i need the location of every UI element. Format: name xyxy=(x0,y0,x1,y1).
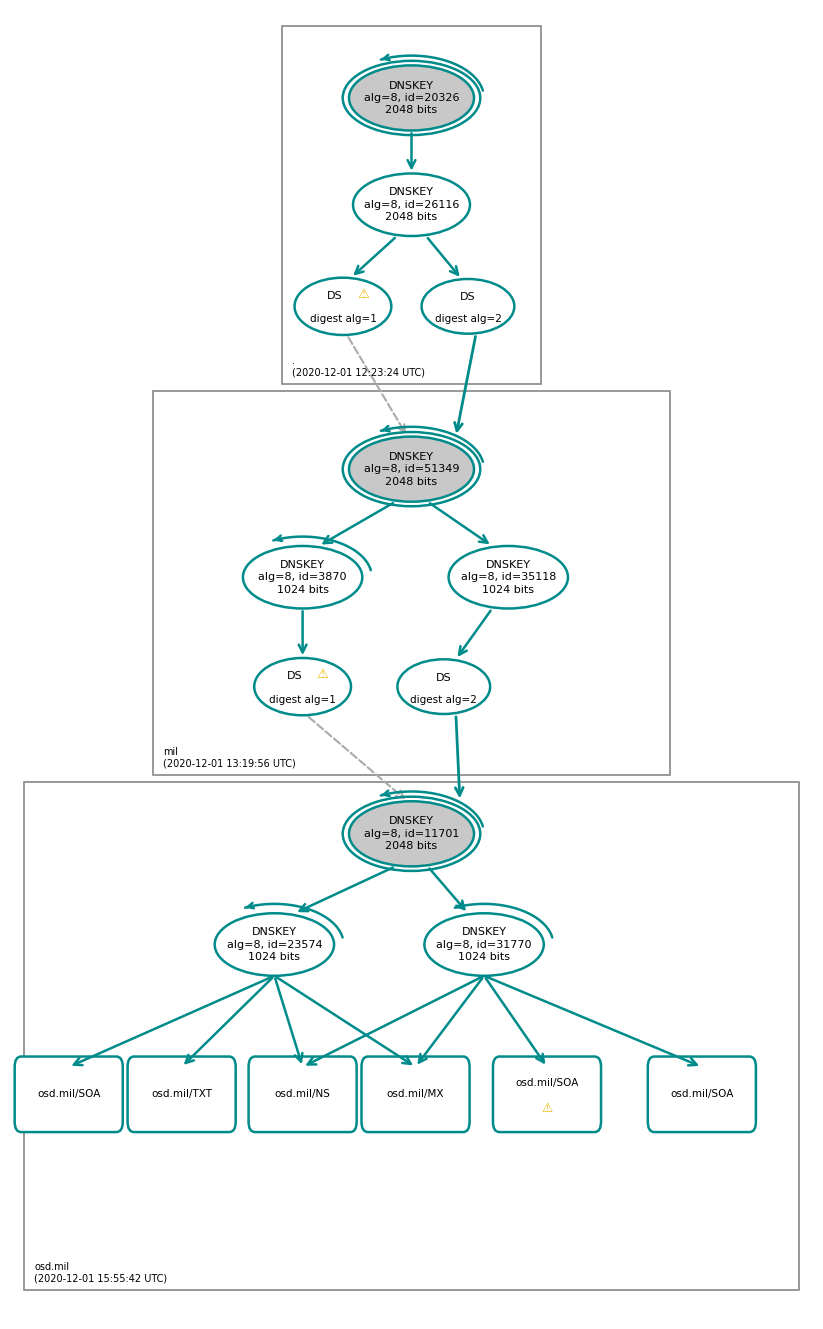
Ellipse shape xyxy=(421,279,514,334)
Ellipse shape xyxy=(449,546,568,609)
Text: osd.mil/MX: osd.mil/MX xyxy=(387,1090,444,1099)
Text: DNSKEY
alg=8, id=23574
1024 bits: DNSKEY alg=8, id=23574 1024 bits xyxy=(226,928,322,962)
FancyBboxPatch shape xyxy=(648,1057,756,1132)
Bar xyxy=(282,27,541,384)
Bar xyxy=(153,391,670,775)
Text: DS: DS xyxy=(436,672,452,683)
Text: DS: DS xyxy=(286,671,302,682)
Text: mil
(2020-12-01 13:19:56 UTC): mil (2020-12-01 13:19:56 UTC) xyxy=(163,747,295,768)
Text: DNSKEY
alg=8, id=3870
1024 bits: DNSKEY alg=8, id=3870 1024 bits xyxy=(258,560,346,594)
Text: DNSKEY
alg=8, id=35118
1024 bits: DNSKEY alg=8, id=35118 1024 bits xyxy=(461,560,556,594)
Text: DNSKEY
alg=8, id=26116
2048 bits: DNSKEY alg=8, id=26116 2048 bits xyxy=(364,187,459,222)
Ellipse shape xyxy=(398,659,491,714)
Text: osd.mil/SOA: osd.mil/SOA xyxy=(515,1078,579,1087)
Text: DNSKEY
alg=8, id=51349
2048 bits: DNSKEY alg=8, id=51349 2048 bits xyxy=(364,452,459,486)
Text: osd.mil/NS: osd.mil/NS xyxy=(275,1090,331,1099)
Text: digest alg=1: digest alg=1 xyxy=(269,695,336,704)
Text: .
(2020-12-01 12:23:24 UTC): . (2020-12-01 12:23:24 UTC) xyxy=(292,356,425,377)
Ellipse shape xyxy=(349,65,474,130)
FancyBboxPatch shape xyxy=(493,1057,601,1132)
Ellipse shape xyxy=(425,913,544,975)
Ellipse shape xyxy=(349,801,474,867)
Text: digest alg=2: digest alg=2 xyxy=(435,315,501,324)
Text: osd.mil
(2020-12-01 15:55:42 UTC): osd.mil (2020-12-01 15:55:42 UTC) xyxy=(34,1261,167,1284)
Ellipse shape xyxy=(295,278,392,335)
Text: osd.mil/TXT: osd.mil/TXT xyxy=(151,1090,212,1099)
Ellipse shape xyxy=(349,436,474,502)
FancyBboxPatch shape xyxy=(15,1057,123,1132)
Text: digest alg=2: digest alg=2 xyxy=(411,695,477,704)
Text: DNSKEY
alg=8, id=20326
2048 bits: DNSKEY alg=8, id=20326 2048 bits xyxy=(364,81,459,116)
Text: digest alg=1: digest alg=1 xyxy=(309,315,376,324)
Text: DNSKEY
alg=8, id=31770
1024 bits: DNSKEY alg=8, id=31770 1024 bits xyxy=(436,928,532,962)
FancyBboxPatch shape xyxy=(249,1057,356,1132)
FancyBboxPatch shape xyxy=(128,1057,235,1132)
Bar xyxy=(25,781,798,1289)
Ellipse shape xyxy=(353,174,470,237)
Text: osd.mil/SOA: osd.mil/SOA xyxy=(37,1090,100,1099)
Text: ⚠: ⚠ xyxy=(542,1102,552,1115)
Ellipse shape xyxy=(215,913,334,975)
Ellipse shape xyxy=(254,658,351,715)
Text: DS: DS xyxy=(327,291,342,300)
Text: ⚠: ⚠ xyxy=(357,288,369,302)
Ellipse shape xyxy=(243,546,362,609)
Text: osd.mil/SOA: osd.mil/SOA xyxy=(670,1090,733,1099)
Text: DS: DS xyxy=(460,292,476,302)
FancyBboxPatch shape xyxy=(361,1057,470,1132)
Text: ⚠: ⚠ xyxy=(317,668,328,682)
Text: DNSKEY
alg=8, id=11701
2048 bits: DNSKEY alg=8, id=11701 2048 bits xyxy=(364,816,459,851)
